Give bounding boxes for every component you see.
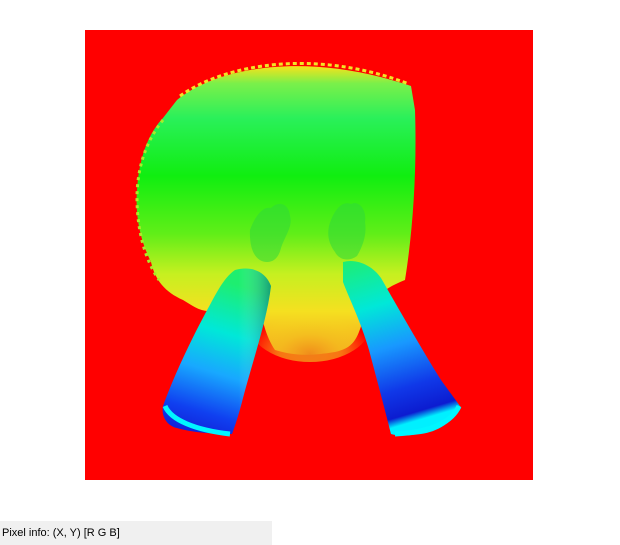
right-hand: [328, 203, 366, 260]
right-arm: [343, 260, 461, 436]
right-arm-edge: [394, 404, 462, 437]
depth-image-axes[interactable]: [85, 30, 533, 480]
left-arm-shade: [162, 268, 271, 434]
sphere-top-edge: [179, 62, 410, 98]
left-hand: [249, 203, 291, 262]
near-center-region: [248, 282, 372, 362]
pixel-info-status: Pixel info: (X, Y) [R G B]: [0, 521, 272, 545]
left-arm-edge: [162, 404, 231, 437]
depth-image: [85, 30, 533, 480]
